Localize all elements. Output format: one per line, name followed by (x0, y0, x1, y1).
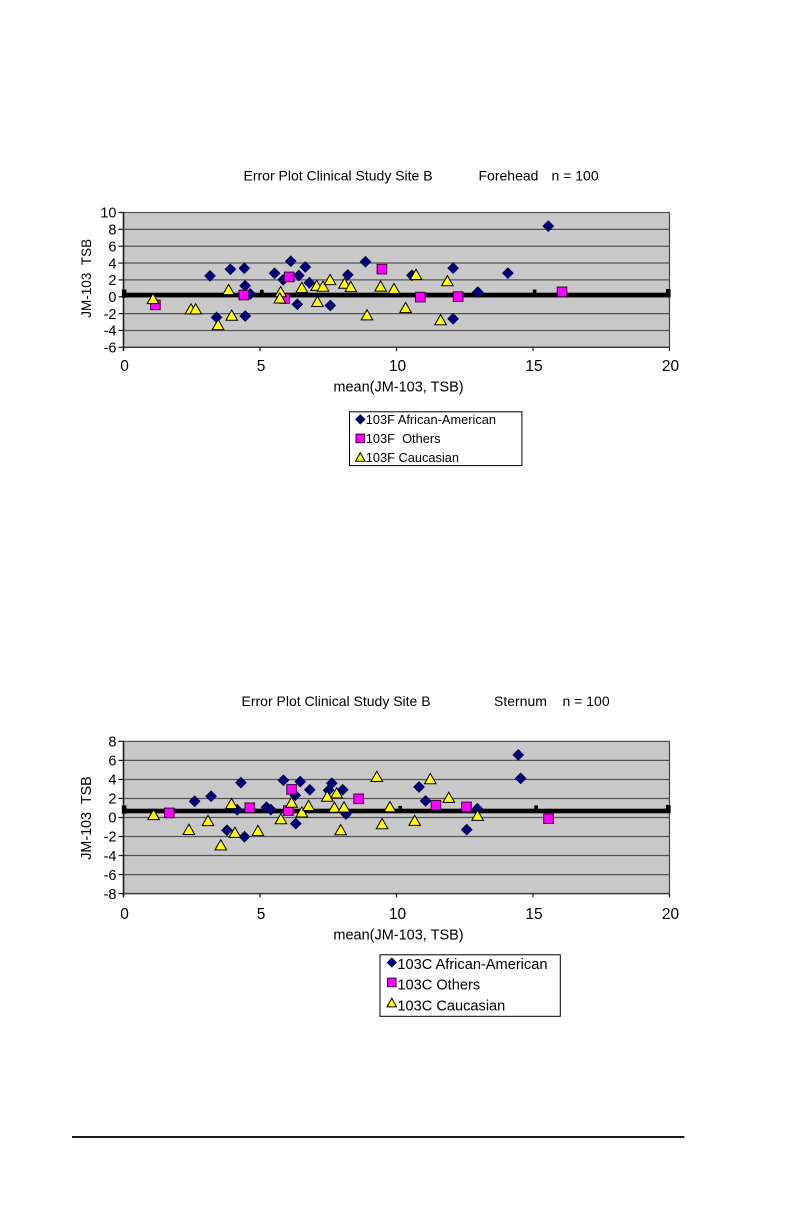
svg-text:2: 2 (108, 273, 116, 289)
svg-text:Forehead: Forehead (479, 167, 539, 183)
svg-text:10: 10 (100, 206, 116, 222)
svg-text:103F African-American: 103F African-American (366, 412, 496, 427)
svg-text:0: 0 (120, 906, 129, 923)
svg-text:10: 10 (389, 906, 407, 923)
svg-text:103C African-American: 103C African-American (397, 957, 547, 973)
svg-text:-4: -4 (104, 849, 117, 865)
svg-text:5: 5 (257, 358, 266, 375)
svg-text:20: 20 (662, 358, 680, 375)
svg-text:Error Plot Clinical Study Site: Error Plot Clinical Study Site B (242, 693, 431, 709)
svg-text:15: 15 (525, 906, 542, 923)
svg-text:-2: -2 (104, 830, 117, 846)
svg-text:6: 6 (108, 754, 116, 770)
svg-text:Error Plot Clinical Study Site: Error Plot Clinical Study Site B (244, 167, 433, 183)
svg-text:6: 6 (108, 239, 116, 255)
svg-text:n = 100: n = 100 (552, 167, 599, 183)
svg-text:n = 100: n = 100 (563, 693, 610, 709)
svg-text:Sternum: Sternum (494, 693, 547, 709)
svg-text:103C Others: 103C Others (397, 977, 480, 993)
svg-text:mean(JM-103, TSB): mean(JM-103, TSB) (333, 928, 463, 944)
svg-text:8: 8 (108, 223, 116, 239)
svg-text:0: 0 (120, 358, 129, 375)
svg-text:103C Caucasian: 103C Caucasian (397, 999, 505, 1015)
svg-text:2: 2 (108, 792, 116, 808)
svg-text:103F Others: 103F Others (366, 431, 441, 446)
svg-text:15: 15 (525, 358, 542, 375)
svg-text:0: 0 (108, 811, 116, 827)
svg-text:103F Caucasian: 103F Caucasian (366, 450, 459, 465)
svg-text:0: 0 (108, 290, 116, 306)
svg-text:-6: -6 (104, 868, 117, 884)
svg-text:4: 4 (108, 256, 116, 272)
svg-text:4: 4 (108, 773, 116, 789)
svg-text:5: 5 (257, 906, 266, 923)
svg-text:-8: -8 (104, 887, 117, 903)
svg-text:mean(JM-103, TSB): mean(JM-103, TSB) (333, 379, 463, 395)
svg-text:-4: -4 (104, 324, 117, 340)
svg-text:-2: -2 (104, 307, 117, 323)
svg-text:10: 10 (389, 358, 407, 375)
svg-text:JM-103 TSB: JM-103 TSB (79, 239, 94, 318)
svg-text:8: 8 (108, 735, 116, 751)
svg-text:-6: -6 (104, 341, 117, 357)
svg-text:JM-103 TSB: JM-103 TSB (79, 776, 95, 859)
svg-text:20: 20 (662, 906, 680, 923)
